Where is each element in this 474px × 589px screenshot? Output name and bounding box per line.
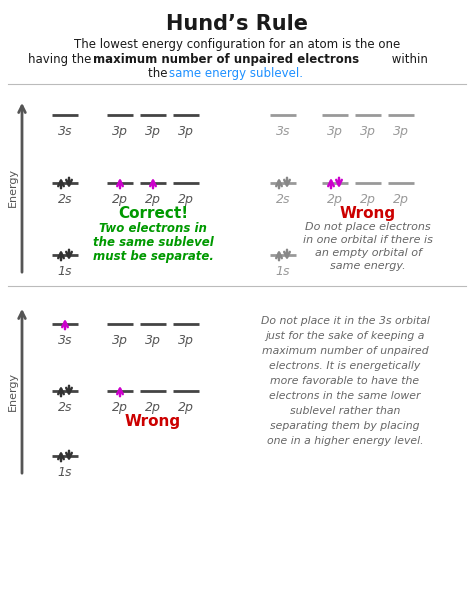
Text: in one orbital if there is: in one orbital if there is [303,235,433,245]
Text: Do not place electrons: Do not place electrons [305,222,431,232]
Text: 2p: 2p [112,401,128,414]
Text: Hund’s Rule: Hund’s Rule [166,14,308,34]
Text: the same sublevel: the same sublevel [92,236,213,249]
Text: The lowest energy configuration for an atom is the one: The lowest energy configuration for an a… [74,38,400,51]
Text: maximum number of unpaired electrons: maximum number of unpaired electrons [93,53,359,66]
Text: the: the [148,67,171,80]
Text: 3p: 3p [145,334,161,347]
Text: 2p: 2p [393,193,409,206]
Text: just for the sake of keeping a: just for the sake of keeping a [265,331,425,341]
Text: an empty orbital of: an empty orbital of [315,248,421,258]
Text: 1s: 1s [58,265,72,278]
Text: 2p: 2p [327,193,343,206]
Text: 3p: 3p [178,334,194,347]
Text: 2p: 2p [145,401,161,414]
Text: Wrong: Wrong [125,414,181,429]
Text: 3p: 3p [178,125,194,138]
Text: 2p: 2p [360,193,376,206]
Text: having the: having the [28,53,95,66]
Text: one in a higher energy level.: one in a higher energy level. [267,436,423,446]
Text: 2s: 2s [58,193,72,206]
Text: 2s: 2s [276,193,290,206]
Text: electrons. It is energetically: electrons. It is energetically [269,361,420,371]
Text: 3p: 3p [393,125,409,138]
Text: 3p: 3p [112,334,128,347]
Text: 2p: 2p [178,193,194,206]
Text: separating them by placing: separating them by placing [270,421,420,431]
Text: 2p: 2p [112,193,128,206]
Text: Two electrons in: Two electrons in [99,222,207,235]
Text: sublevel rather than: sublevel rather than [290,406,400,416]
Text: within: within [388,53,428,66]
Text: 3s: 3s [276,125,290,138]
Text: 3p: 3p [112,125,128,138]
Text: same energy sublevel.: same energy sublevel. [169,67,303,80]
Text: 3s: 3s [58,125,72,138]
Text: Energy: Energy [8,168,18,207]
Text: Correct!: Correct! [118,206,188,221]
Text: Energy: Energy [8,372,18,411]
Text: more favorable to have the: more favorable to have the [271,376,419,386]
Text: same energy.: same energy. [330,261,406,271]
Text: Wrong: Wrong [340,206,396,221]
Text: electrons in the same lower: electrons in the same lower [269,391,421,401]
Text: 2p: 2p [145,193,161,206]
Text: maximum number of unpaired: maximum number of unpaired [262,346,428,356]
Text: Do not place it in the 3s orbital: Do not place it in the 3s orbital [261,316,429,326]
Text: 3p: 3p [145,125,161,138]
Text: 2p: 2p [178,401,194,414]
Text: 3s: 3s [58,334,72,347]
Text: 3p: 3p [360,125,376,138]
Text: 3p: 3p [327,125,343,138]
Text: 2s: 2s [58,401,72,414]
Text: 1s: 1s [276,265,290,278]
Text: must be separate.: must be separate. [92,250,213,263]
Text: 1s: 1s [58,466,72,479]
